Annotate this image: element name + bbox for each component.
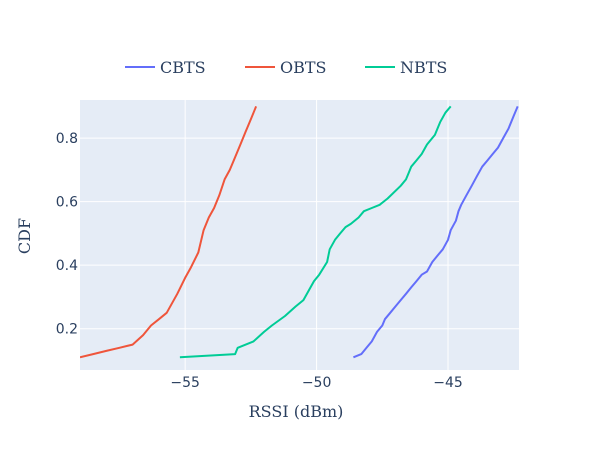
- legend-item-obts[interactable]: OBTS: [245, 58, 327, 77]
- series-line-obts[interactable]: [80, 106, 258, 359]
- x-tick-label: −45: [433, 375, 463, 391]
- legend-label-cbts: CBTS: [160, 58, 206, 77]
- x-tick-label: −50: [302, 375, 332, 391]
- legend-item-cbts[interactable]: CBTS: [125, 58, 206, 77]
- x-tick-label: −55: [170, 375, 200, 391]
- legend-label-nbts: NBTS: [400, 58, 447, 77]
- y-axis-title: CDF: [15, 218, 34, 254]
- x-axis-title: RSSI (dBm): [249, 402, 344, 421]
- y-tick-label: 0.6: [56, 195, 78, 211]
- legend-item-nbts[interactable]: NBTS: [365, 58, 447, 77]
- y-tick-label: 0.8: [56, 131, 78, 147]
- y-tick-label: 0.4: [56, 258, 78, 274]
- legend: CBTS OBTS NBTS: [125, 58, 447, 77]
- plot-background: [80, 100, 519, 370]
- x-tick-labels: −55 −50 −45: [170, 375, 462, 391]
- grid: [80, 100, 519, 370]
- series-lines: [80, 105, 519, 359]
- series-line-nbts[interactable]: [179, 105, 452, 359]
- y-tick-label: 0.2: [56, 322, 78, 338]
- legend-label-obts: OBTS: [280, 58, 327, 77]
- series-line-cbts[interactable]: [353, 106, 519, 359]
- y-tick-labels: 0.2 0.4 0.6 0.8: [56, 131, 78, 338]
